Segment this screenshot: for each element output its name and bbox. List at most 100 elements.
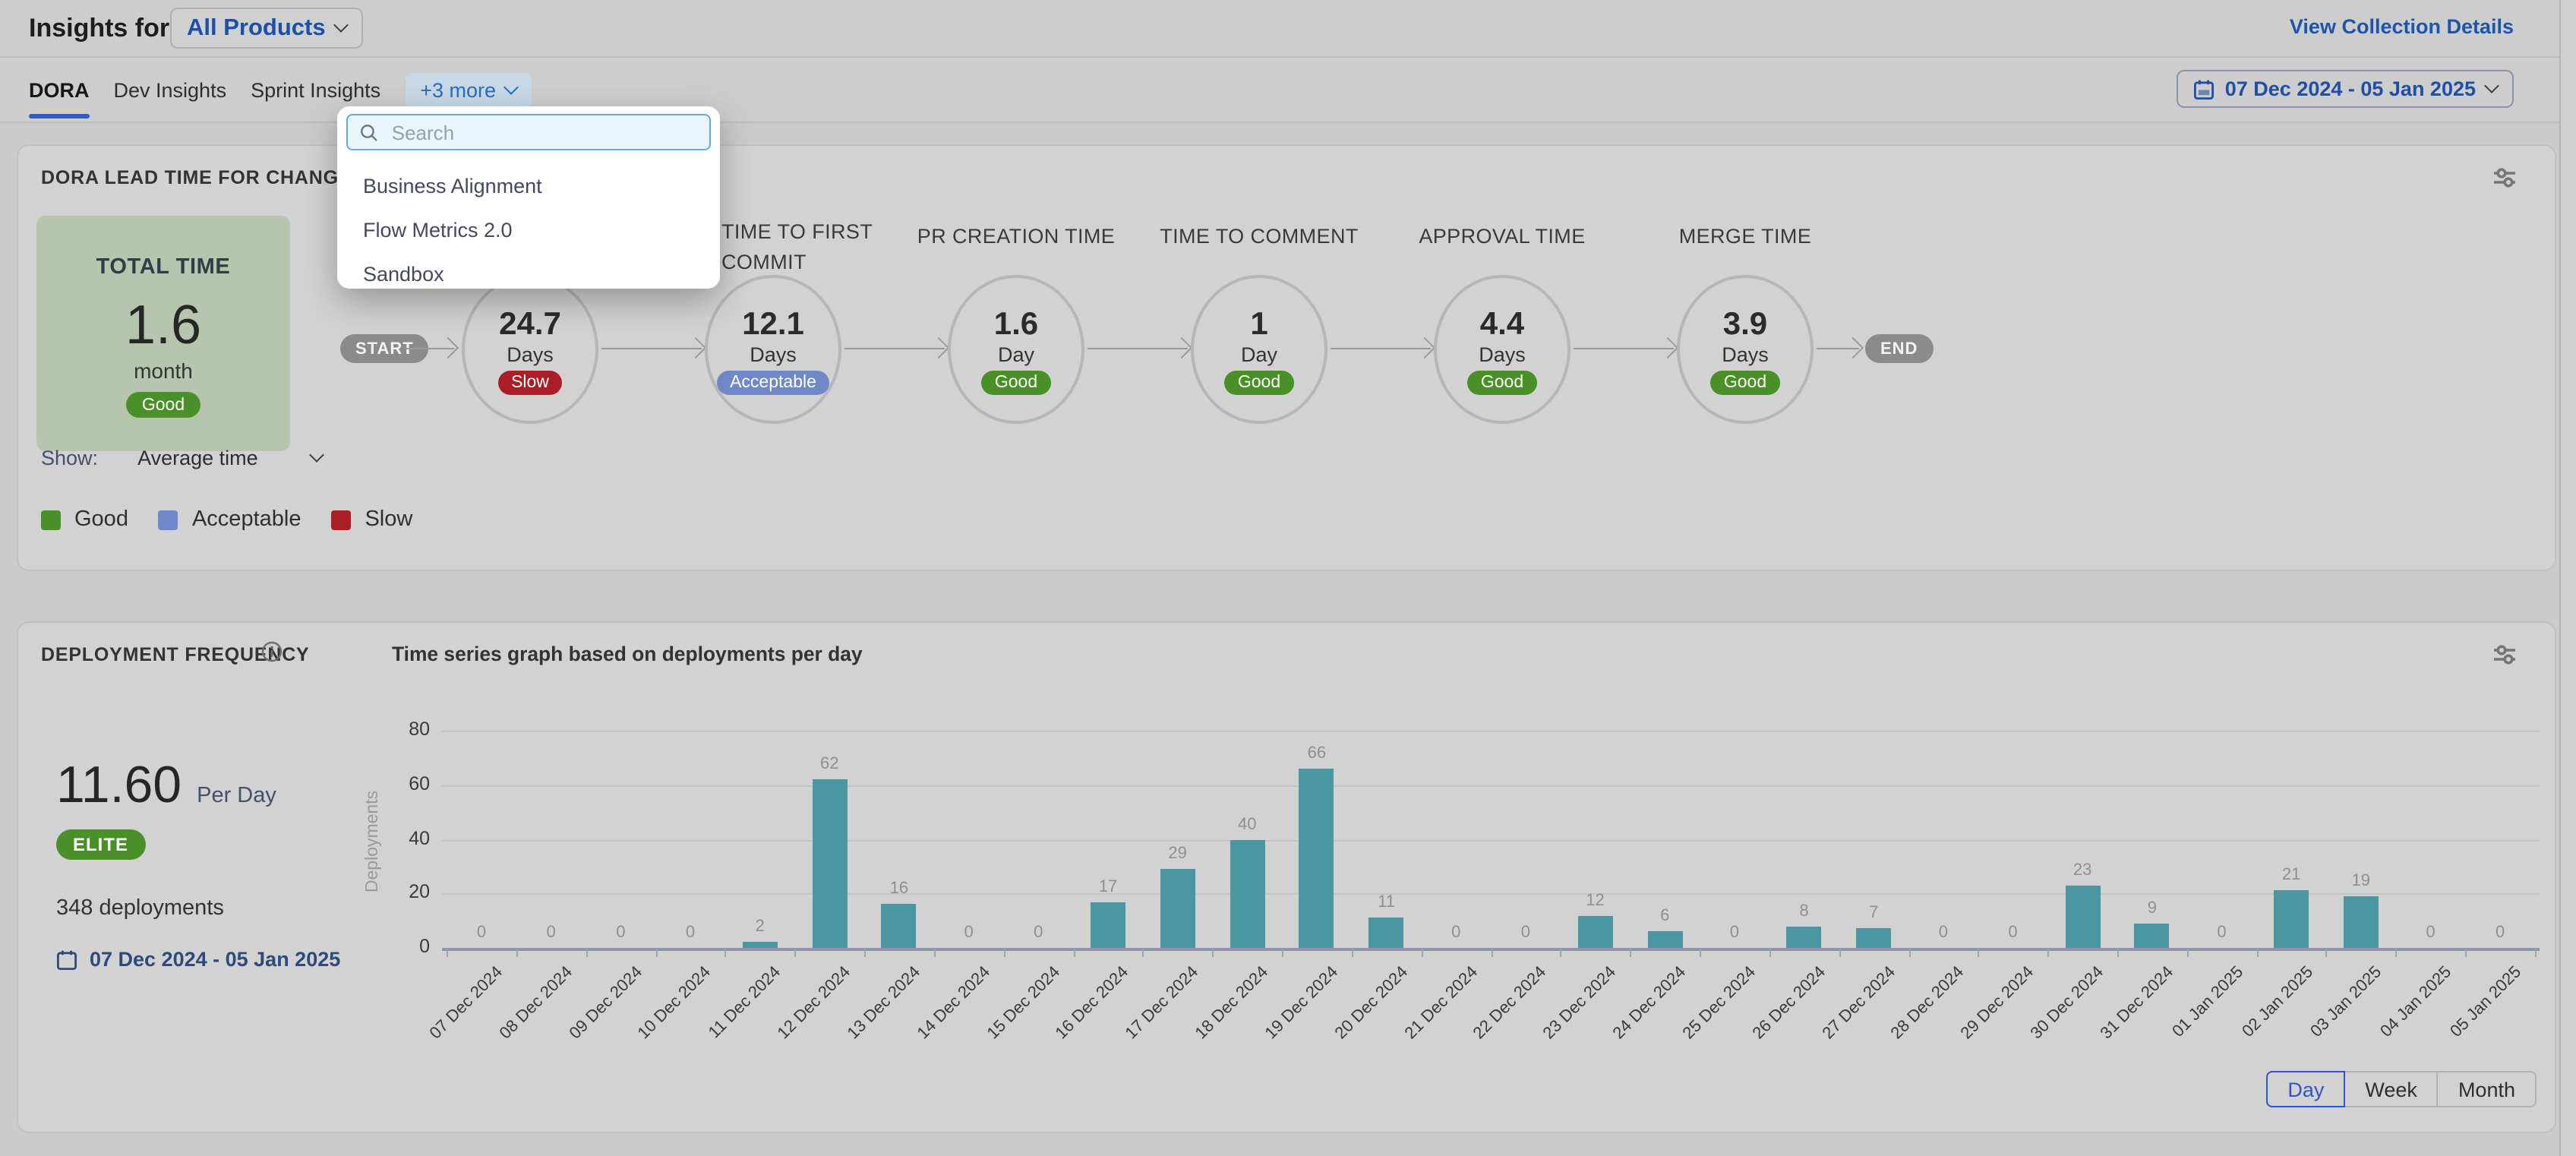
chevron-down-icon bbox=[2484, 78, 2499, 93]
deployment-bar[interactable] bbox=[2274, 890, 2309, 948]
collection-selector-value: All Products bbox=[187, 14, 326, 40]
stage-node-4[interactable]: 1 Day Good bbox=[1191, 275, 1327, 424]
deployment-bar[interactable] bbox=[1368, 918, 1404, 948]
deployment-bar[interactable] bbox=[2065, 885, 2101, 948]
x-tick-label: 25 Dec 2024 bbox=[1679, 963, 1760, 1044]
deployment-bar[interactable] bbox=[742, 942, 778, 948]
tab-dev-insights[interactable]: Dev Insights bbox=[113, 78, 227, 101]
deployment-bar[interactable] bbox=[1647, 931, 1683, 948]
deployment-chart-subtitle: Time series graph based on deployments p… bbox=[392, 643, 863, 665]
x-tick-label: 16 Dec 2024 bbox=[1053, 963, 1133, 1044]
deployment-bar[interactable] bbox=[1786, 926, 1822, 948]
view-collection-details-link[interactable]: View Collection Details bbox=[2289, 15, 2514, 38]
show-value-dropdown[interactable]: Average time bbox=[137, 447, 258, 469]
stage-label-3: PR CREATION TIME bbox=[917, 225, 1116, 248]
total-time-rating-badge: Good bbox=[126, 392, 200, 418]
scrollbar[interactable] bbox=[2559, 0, 2576, 1156]
bar-value-label: 2 bbox=[755, 918, 765, 936]
bar-value-label: 6 bbox=[1660, 907, 1670, 926]
deployment-bar[interactable] bbox=[1299, 769, 1334, 948]
granularity-day[interactable]: Day bbox=[2266, 1071, 2346, 1107]
x-tick-mark bbox=[1978, 949, 1980, 957]
x-tick-mark bbox=[1142, 949, 1144, 957]
deployment-bar[interactable] bbox=[1577, 915, 1613, 948]
deployment-bar[interactable] bbox=[1090, 902, 1125, 948]
bar-value-label: 0 bbox=[1520, 924, 1530, 942]
total-time-unit: month bbox=[134, 358, 193, 383]
x-tick-label: 05 Jan 2025 bbox=[2447, 963, 2526, 1041]
chart-settings-icon[interactable] bbox=[2491, 164, 2518, 191]
bar-value-label: 23 bbox=[2072, 861, 2092, 880]
stage-node-5[interactable]: 4.4 Days Good bbox=[1434, 275, 1571, 424]
stage-value: 24.7 bbox=[499, 307, 561, 342]
dropdown-item-flow-metrics[interactable]: Flow Metrics 2.0 bbox=[363, 219, 513, 242]
x-tick-label: 28 Dec 2024 bbox=[1888, 963, 1968, 1044]
deployment-bar[interactable] bbox=[1856, 928, 1892, 948]
granularity-month[interactable]: Month bbox=[2438, 1071, 2537, 1107]
tab-sprint-insights[interactable]: Sprint Insights bbox=[251, 78, 381, 101]
chart-settings-icon[interactable] bbox=[2491, 641, 2518, 668]
flow-start-pill: START bbox=[340, 334, 429, 363]
x-tick-mark bbox=[1491, 949, 1493, 957]
date-range-picker[interactable]: 07 Dec 2024 - 05 Jan 2025 bbox=[2176, 70, 2514, 108]
stage-node-1[interactable]: 24.7 Days Slow bbox=[462, 275, 598, 424]
tabs-more-button[interactable]: +3 more bbox=[405, 72, 531, 107]
stage-value: 1 bbox=[1250, 307, 1268, 342]
deployment-bar[interactable] bbox=[812, 779, 848, 948]
stage-node-2[interactable]: 12.1 Days Acceptable bbox=[705, 275, 841, 424]
stage-rating-badge: Good bbox=[980, 371, 1052, 396]
x-axis-line bbox=[442, 948, 2540, 951]
chevron-down-icon[interactable] bbox=[308, 447, 324, 463]
x-tick-label: 14 Dec 2024 bbox=[914, 963, 994, 1044]
dropdown-item-sandbox[interactable]: Sandbox bbox=[363, 263, 444, 286]
deployment-bar[interactable] bbox=[881, 904, 917, 948]
stage-node-6[interactable]: 3.9 Days Good bbox=[1677, 275, 1814, 424]
y-axis-label: Deployments bbox=[364, 790, 383, 893]
x-tick-mark bbox=[2534, 949, 2537, 957]
slow-swatch bbox=[331, 510, 352, 529]
x-tick-mark bbox=[1351, 949, 1353, 957]
x-tick-mark bbox=[1003, 949, 1005, 957]
x-tick-label: 23 Dec 2024 bbox=[1540, 963, 1621, 1044]
deployment-bar[interactable] bbox=[1230, 839, 1265, 948]
x-tick-mark bbox=[586, 949, 588, 957]
x-tick-label: 09 Dec 2024 bbox=[566, 963, 646, 1044]
x-tick-label: 02 Jan 2025 bbox=[2238, 963, 2317, 1041]
flow-arrow bbox=[1817, 348, 1859, 349]
tabs: DORA Dev Insights Sprint Insights +3 mor… bbox=[29, 58, 531, 122]
x-tick-label: 12 Dec 2024 bbox=[775, 963, 855, 1044]
granularity-week[interactable]: Week bbox=[2345, 1071, 2439, 1107]
calendar-icon bbox=[2193, 79, 2214, 99]
x-tick-mark bbox=[1073, 949, 1075, 957]
dropdown-item-business-alignment[interactable]: Business Alignment bbox=[363, 175, 542, 197]
bar-value-label: 29 bbox=[1168, 845, 1187, 864]
bar-value-label: 9 bbox=[2147, 899, 2157, 918]
dropdown-search-input[interactable] bbox=[388, 119, 697, 145]
flow-arrow bbox=[844, 348, 945, 349]
deployment-bar[interactable] bbox=[2343, 896, 2379, 948]
tab-dora[interactable]: DORA bbox=[29, 58, 90, 122]
elite-badge: ELITE bbox=[56, 829, 146, 860]
bar-value-label: 0 bbox=[2217, 924, 2227, 942]
bar-value-label: 0 bbox=[476, 924, 487, 942]
bar-value-label: 0 bbox=[616, 924, 626, 942]
legend-item-good: Good bbox=[41, 507, 128, 532]
bar-value-label: 0 bbox=[1938, 924, 1948, 942]
x-tick-label: 13 Dec 2024 bbox=[844, 963, 924, 1044]
collection-selector[interactable]: All Products bbox=[170, 8, 364, 49]
total-time-value: 1.6 bbox=[125, 293, 202, 355]
bar-value-label: 40 bbox=[1238, 815, 1257, 833]
deployment-bar[interactable] bbox=[1160, 869, 1195, 948]
bar-value-label: 0 bbox=[1451, 924, 1461, 942]
stage-node-3[interactable]: 1.6 Day Good bbox=[948, 275, 1084, 424]
x-tick-label: 04 Jan 2025 bbox=[2377, 963, 2456, 1041]
legend-item-slow: Slow bbox=[331, 507, 412, 532]
stage-unit: Day bbox=[1240, 343, 1277, 367]
stage-value: 12.1 bbox=[742, 307, 804, 342]
deployment-bar[interactable] bbox=[2134, 923, 2170, 948]
legend-label: Good bbox=[74, 507, 128, 532]
bar-value-label: 16 bbox=[889, 880, 909, 899]
dropdown-search[interactable] bbox=[346, 114, 711, 150]
calendar-icon bbox=[57, 949, 77, 969]
info-icon[interactable] bbox=[261, 641, 283, 662]
